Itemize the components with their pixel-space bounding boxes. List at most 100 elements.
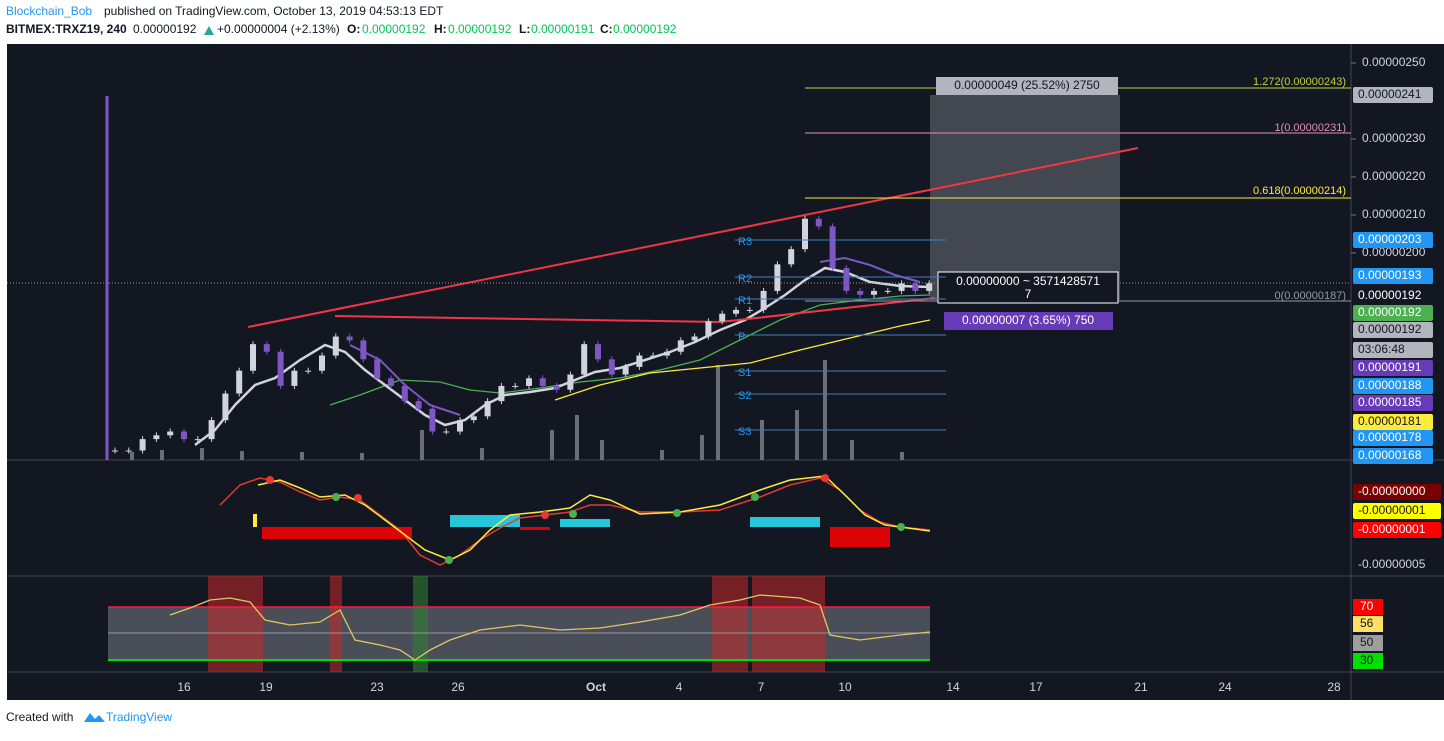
- candle: [760, 290, 767, 310]
- candle: [181, 431, 187, 440]
- header: Blockchain_Bob published on TradingView.…: [6, 4, 677, 36]
- measure-label: 0.00000007 (3.65%) 750: [962, 313, 1094, 327]
- y-tick-label: 0.00000250: [1362, 55, 1426, 69]
- macd-hist: [450, 515, 820, 527]
- trend-line: [334, 297, 936, 324]
- candle: [512, 385, 519, 387]
- candle: [733, 309, 739, 314]
- x-tick-label: 23: [370, 680, 384, 694]
- candle: [236, 370, 243, 394]
- x-tick-label: 17: [1029, 680, 1043, 694]
- macd-hist: [262, 527, 890, 547]
- candle: [843, 268, 850, 291]
- candle: [457, 420, 463, 432]
- rsi-label-bg: [1353, 616, 1383, 632]
- price-label: 0.00000203: [1358, 232, 1422, 246]
- candle: [622, 366, 629, 375]
- moving-averages: [194, 256, 931, 446]
- candle: [250, 344, 256, 371]
- candle: [539, 378, 546, 386]
- price-label: -0.00000001: [1358, 522, 1426, 536]
- x-tick-label: 21: [1134, 680, 1148, 694]
- candle: [774, 264, 781, 291]
- rsi-line: [169, 594, 931, 661]
- candle: [912, 283, 919, 291]
- fib-label: 0(0.00000187): [1274, 290, 1346, 302]
- candle: [871, 290, 877, 295]
- o-label: O:: [347, 22, 360, 36]
- ma-green: [329, 294, 931, 406]
- candle: [857, 290, 864, 295]
- price-label: -0.00000001: [1358, 503, 1426, 517]
- pivot-label: P: [738, 331, 745, 343]
- rsi-label-bg: [1353, 653, 1383, 669]
- pivot-label: R1: [738, 295, 752, 307]
- measure-label: 0.00000000 ~ 3571428571: [956, 274, 1100, 288]
- published: published on TradingView.com, October 13…: [104, 4, 444, 18]
- author[interactable]: Blockchain_Bob: [6, 4, 92, 18]
- pivot-label: S1: [738, 367, 751, 379]
- candle: [636, 355, 643, 367]
- macd-line: [257, 475, 931, 561]
- candle: [401, 385, 408, 402]
- candle: [112, 450, 118, 452]
- measure-box: [937, 271, 1119, 304]
- rsi-zones: [208, 576, 825, 672]
- rsi-label: 30: [1360, 653, 1374, 667]
- candle: [719, 313, 726, 322]
- price-label-bg: [1353, 395, 1433, 411]
- candle: [884, 290, 891, 292]
- candle: [139, 439, 146, 451]
- candle: [125, 450, 132, 452]
- candle: [677, 340, 684, 352]
- measure-box: [944, 312, 1113, 330]
- candle: [319, 355, 325, 371]
- pivot-label: S2: [738, 390, 751, 402]
- candle: [277, 351, 284, 386]
- footer-brand[interactable]: TradingView: [106, 710, 172, 724]
- candle: [222, 393, 229, 421]
- fib-label: 1.272(0.00000243): [1253, 76, 1346, 88]
- candle: [388, 378, 394, 386]
- up-arrow: [204, 26, 214, 35]
- measure-label: 0.00000049 (25.52%) 2750: [954, 78, 1100, 92]
- candle: [374, 359, 381, 379]
- candle: [926, 283, 933, 291]
- candle: [608, 359, 615, 375]
- price-label-bg: [1353, 305, 1433, 321]
- y-tick-label: 0.00000220: [1362, 169, 1426, 183]
- candle: [263, 344, 270, 352]
- candle: [470, 416, 477, 421]
- candle: [526, 378, 532, 386]
- x-tick-label: 28: [1327, 680, 1341, 694]
- candle: [208, 420, 215, 440]
- h-label: H:: [434, 22, 447, 36]
- candle: [746, 309, 753, 311]
- volume-bars: [130, 360, 904, 460]
- price-label: 0.00000193: [1358, 268, 1422, 282]
- candle: [650, 355, 657, 357]
- measure-box: [936, 77, 1118, 95]
- price-label-bg: [1353, 342, 1433, 358]
- x-tick-label: 10: [838, 680, 852, 694]
- fib-label: 0.618(0.00000214): [1253, 185, 1346, 197]
- candle: [346, 336, 353, 341]
- pivot-label: R2: [738, 273, 752, 285]
- x-tick-label: 4: [676, 680, 683, 694]
- x-tick-label: 16: [177, 680, 191, 694]
- price-label: 0.00000192: [1358, 305, 1422, 319]
- candle: [498, 385, 505, 402]
- rsi-label: 56: [1360, 616, 1374, 630]
- candle: [291, 370, 298, 386]
- candle: [305, 370, 312, 372]
- price-label: 0.00000191: [1358, 360, 1422, 374]
- candle: [802, 218, 808, 250]
- rsi-label: 50: [1360, 635, 1374, 649]
- candle: [415, 401, 422, 409]
- price-label: 0.00000168: [1358, 448, 1422, 462]
- candle: [788, 249, 795, 265]
- price-label-bg: [1353, 288, 1433, 304]
- y-tick-label: 0.00000210: [1362, 207, 1426, 221]
- candle: [484, 401, 491, 417]
